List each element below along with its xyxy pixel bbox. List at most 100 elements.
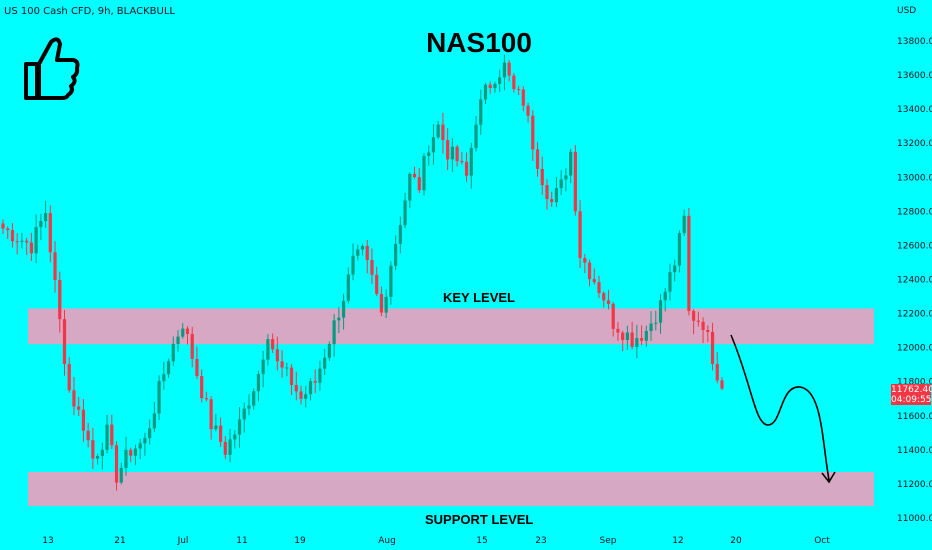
candle [29, 232, 33, 261]
y-tick-label: 12400.00 [897, 276, 932, 286]
candle [346, 267, 350, 304]
candle [564, 168, 568, 192]
candle [597, 275, 601, 299]
candle [25, 237, 29, 255]
candle [370, 248, 374, 284]
candle [639, 325, 644, 346]
candle [195, 346, 199, 379]
candle [138, 438, 142, 460]
candle [129, 447, 133, 463]
candle [493, 81, 497, 93]
candle [81, 399, 86, 442]
projection-arrow [730, 334, 830, 481]
candle [58, 271, 62, 333]
candle [602, 291, 606, 308]
candle [313, 369, 317, 394]
thumbs-up-icon [22, 34, 82, 102]
x-tick-label: 20 [730, 536, 742, 546]
candle [583, 253, 587, 274]
x-tick-label: Aug [378, 536, 396, 546]
candle [242, 402, 246, 433]
candle [43, 200, 48, 228]
candle [204, 391, 209, 402]
candle [62, 309, 67, 376]
candle [10, 223, 15, 248]
candle [114, 441, 119, 491]
candle [644, 325, 648, 348]
candle [266, 334, 270, 366]
candle [152, 401, 156, 433]
x-tick-label: 21 [114, 536, 125, 546]
candle [450, 138, 454, 173]
y-tick-label: 12800.00 [897, 207, 932, 217]
candle [573, 145, 577, 216]
candle [332, 314, 336, 357]
candle [720, 377, 724, 391]
candle [554, 177, 559, 207]
candle [200, 369, 204, 403]
candle [20, 232, 24, 249]
candle [474, 115, 478, 152]
candle [412, 166, 417, 179]
candle [247, 394, 251, 416]
candle [431, 124, 436, 165]
candle [398, 216, 402, 254]
candles-group [1, 54, 724, 491]
chart-title: NAS100 [426, 27, 532, 58]
candle [323, 348, 327, 375]
candle [649, 311, 653, 341]
candle [77, 397, 81, 417]
y-tick-label: 11400.00 [897, 446, 932, 456]
y-tick-label: 12000.00 [897, 344, 932, 354]
candle [96, 453, 100, 465]
candle [1, 219, 5, 234]
candle [110, 414, 114, 450]
x-tick-label: Sep [600, 536, 617, 546]
candle [86, 423, 90, 448]
candle [498, 69, 502, 93]
candle [512, 72, 516, 93]
candle [304, 385, 308, 408]
candle [148, 419, 152, 445]
candle [252, 388, 256, 410]
candle [488, 81, 492, 94]
candle [701, 317, 705, 344]
candle [464, 152, 469, 182]
y-tick-label: 13000.00 [897, 173, 932, 183]
x-tick-label: Oct [814, 536, 830, 546]
symbol-label: US 100 Cash CFD, 9h, BLACKBULL [4, 6, 175, 17]
y-tick-label: 11000.00 [897, 514, 932, 524]
candle [223, 436, 227, 460]
y-tick-label: 12200.00 [897, 310, 932, 320]
candle [356, 244, 360, 261]
y-tick-label: 12600.00 [897, 241, 932, 251]
candle [427, 145, 431, 166]
y-tick-label: 13400.00 [897, 105, 932, 115]
candle [124, 436, 128, 476]
candle [587, 259, 592, 287]
candle [375, 266, 379, 297]
candle [692, 309, 696, 335]
candle [696, 311, 700, 327]
candle [318, 360, 322, 391]
candle [256, 370, 261, 402]
candle [72, 376, 76, 415]
candle [143, 432, 147, 456]
candle [606, 290, 611, 310]
candle [715, 352, 719, 384]
candle [214, 413, 218, 432]
candle [673, 259, 677, 282]
candle [337, 306, 341, 334]
candle [469, 142, 473, 189]
candle [185, 326, 190, 345]
candle [559, 170, 563, 195]
currency-label: USD [897, 6, 917, 16]
candle [446, 128, 450, 171]
candle [621, 330, 625, 352]
candle [53, 241, 57, 293]
candle [34, 214, 38, 264]
candle [190, 326, 194, 368]
y-tick-label: 11600.00 [897, 412, 932, 422]
